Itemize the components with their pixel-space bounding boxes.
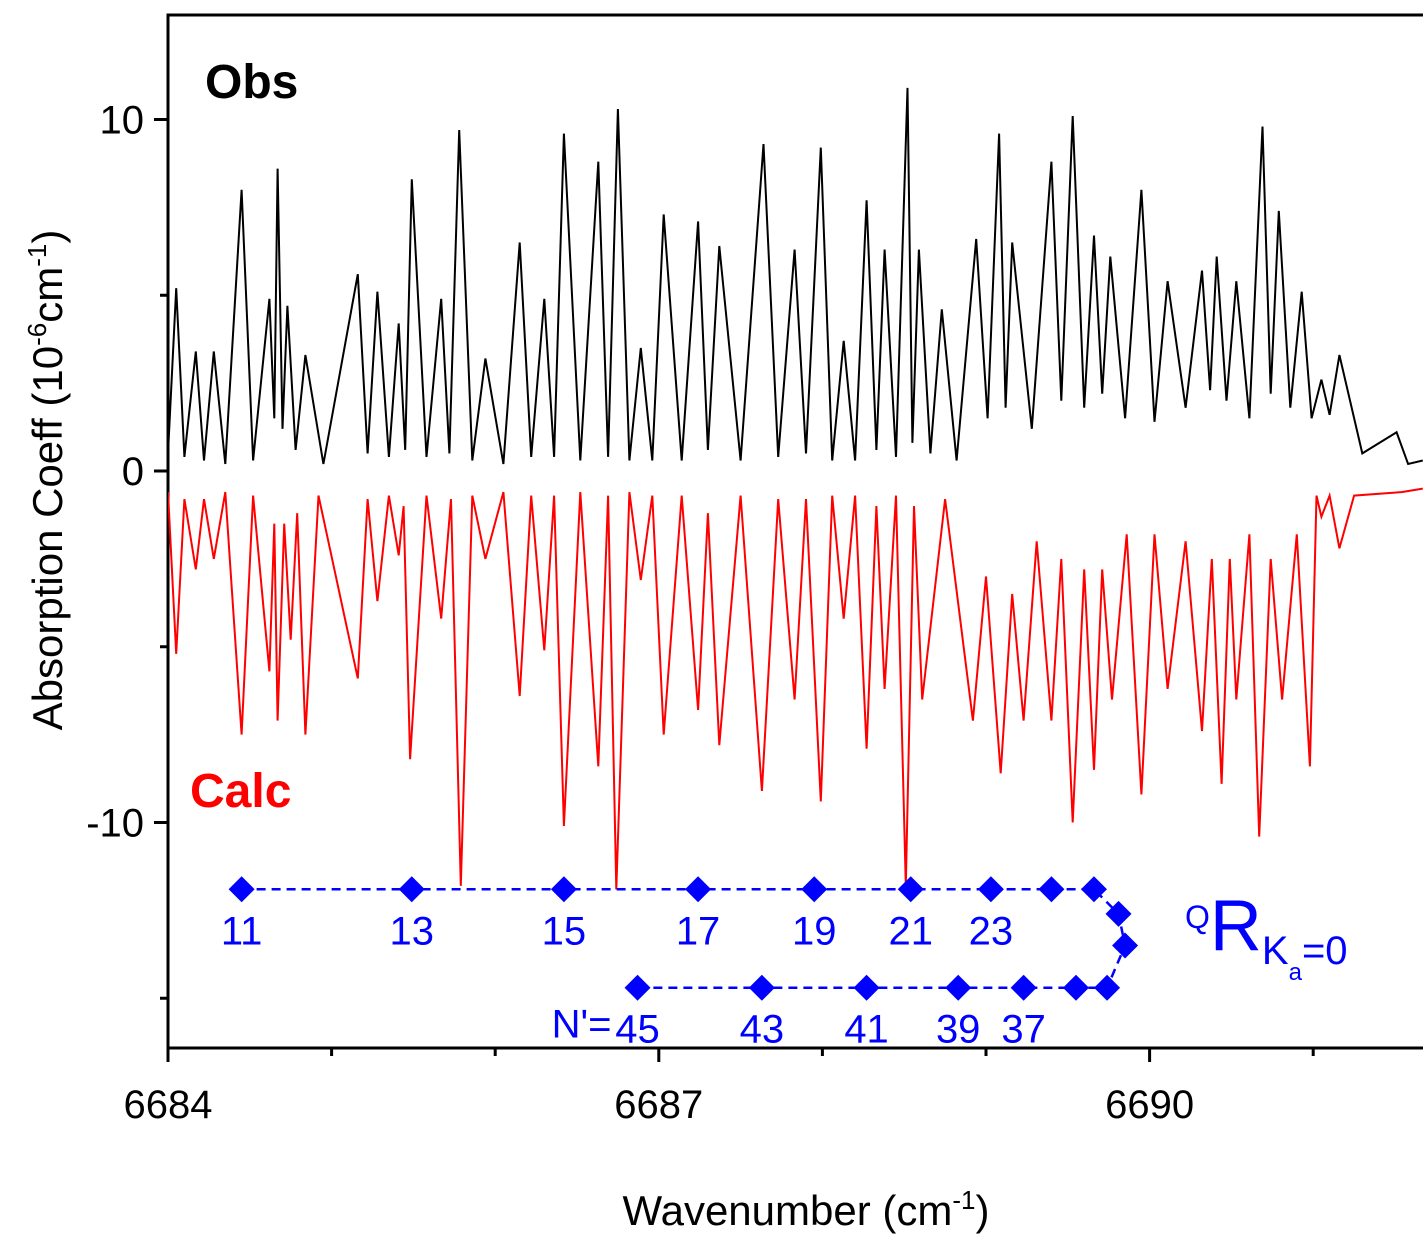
x-axis-label: Wavenumber (cm-1) [623,1185,990,1234]
y-label-mid: cm [24,267,71,323]
y-tick-label: 0 [122,450,144,494]
point-label: 11 [221,909,263,953]
y-label-text: Absorption Coeff (10 [24,346,71,730]
point-label: 43 [740,1008,785,1052]
x-label-end: ) [975,1187,989,1234]
plot-frame [166,13,1423,1050]
point-label: 39 [936,1008,981,1052]
point-label: 19 [792,909,837,953]
label-prefix: N'= [552,1003,612,1047]
point-label: 13 [390,909,435,953]
y-tick-label: 10 [100,99,145,143]
x-label-sup: -1 [952,1185,975,1215]
diamond-marker [1105,900,1132,927]
point-label: 37 [1001,1008,1046,1052]
anno-sub: K [1262,929,1289,973]
point-label: 15 [542,909,587,953]
diamond-marker [945,974,972,1001]
y-label-sup: -1 [22,244,52,267]
point-label: 17 [676,909,721,953]
series-name: Obs [205,56,298,109]
spectrum-line [168,87,1423,466]
y-tick-label: -10 [86,802,144,846]
x-tick-label: 6687 [614,1083,703,1127]
x-label-text: Wavenumber (cm [623,1187,953,1234]
diamond-marker [685,876,712,903]
anno-subsub: a [1289,959,1303,986]
anno-main: R [1210,886,1262,966]
y-axis-label: Absorption Coeff (10-6cm-1) [22,230,71,731]
diamond-marker [228,876,255,903]
diamond-marker [624,974,651,1001]
diamond-marker [1062,974,1089,1001]
point-label: 41 [844,1008,889,1052]
series-name: Calc [190,765,291,818]
spectrum-line [168,487,1423,890]
diamond-marker [1010,974,1037,1001]
diamond-marker [1094,974,1121,1001]
y-label-end: ) [24,230,71,244]
point-label: 45 [615,1008,660,1052]
y-label-sup: -6 [22,323,52,346]
x-tick-label: 6690 [1105,1083,1194,1127]
diamond-marker [1080,876,1107,903]
diamond-marker [550,876,577,903]
diamond-marker [801,876,828,903]
diamond-marker [977,876,1004,903]
x-tick-label: 6684 [124,1083,213,1127]
diamond-marker [1112,932,1139,959]
diamond-marker [398,876,425,903]
diamond-marker [748,974,775,1001]
point-label: 23 [969,909,1014,953]
diamond-marker [897,876,924,903]
point-label: 21 [888,909,933,953]
anno-suffix: =0 [1302,929,1348,973]
diamond-marker [853,974,880,1001]
diamond-marker [1038,876,1065,903]
branch-annotation: QRKa=0 [1185,886,1348,986]
anno-sup: Q [1185,899,1210,935]
connector-line [241,888,1127,989]
